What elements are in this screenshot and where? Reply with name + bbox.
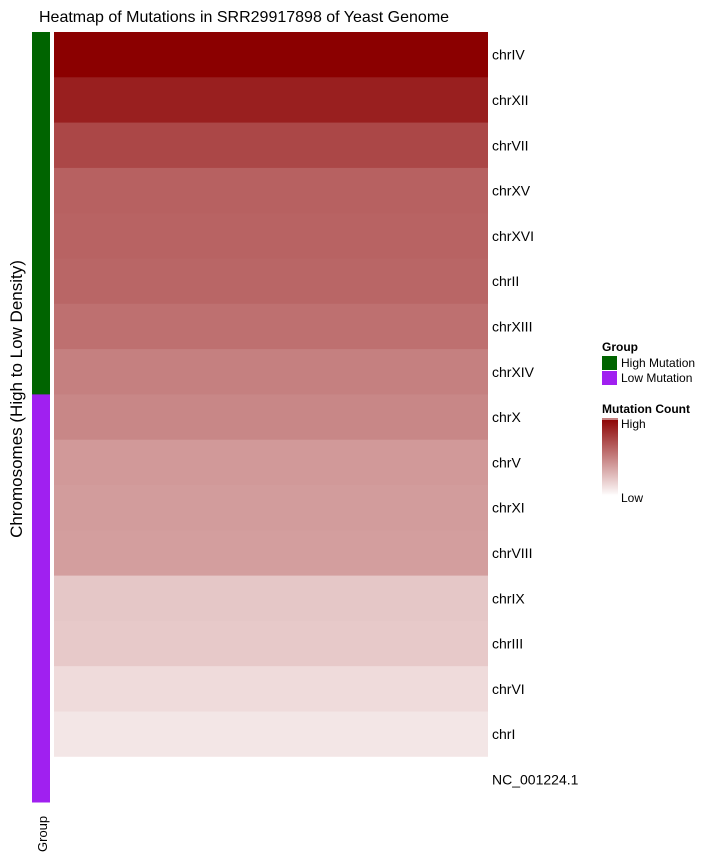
row-label-chrI: chrI <box>492 726 515 742</box>
legend-swatch-low-mutation <box>602 371 617 385</box>
group-annotation-bar <box>32 32 50 803</box>
legend-label-high-mutation: High Mutation <box>621 356 695 370</box>
annotation-cell-chrV <box>32 439 50 486</box>
legend-group-title: Group <box>602 340 638 354</box>
row-label-chrVIII: chrVIII <box>492 545 532 561</box>
heatmap-cell-chrXIII <box>54 303 488 350</box>
row-label-chrX: chrX <box>492 409 521 425</box>
annotation-cell-chrXI <box>32 485 50 531</box>
row-label-chrXII: chrXII <box>492 92 529 108</box>
row-label-chrXVI: chrXVI <box>492 228 534 244</box>
annotation-cell-chrIX <box>32 575 50 622</box>
legend-label-low-mutation: Low Mutation <box>621 371 692 385</box>
heatmap-cell-chrXV <box>54 167 488 214</box>
heatmap-cell-chrVII <box>54 122 488 169</box>
annotation-cell-chrI <box>32 711 50 758</box>
heatmap-cell-chrV <box>54 439 488 486</box>
annotation-cell-chrXIV <box>32 349 50 395</box>
legend-scale-title: Mutation Count <box>602 402 690 416</box>
legend-color-scale <box>602 418 618 496</box>
heatmap-cells <box>54 32 488 803</box>
annotation-cell-chrVI <box>32 666 50 712</box>
row-label-chrIII: chrIII <box>492 636 523 652</box>
legend-scale-low-label: Low <box>621 491 643 505</box>
annotation-cell-chrX <box>32 394 50 441</box>
row-label-chrV: chrV <box>492 454 521 470</box>
heatmap-cell-chrXII <box>54 77 488 123</box>
heatmap-cell-chrVIII <box>54 530 488 576</box>
heatmap-cell-chrIII <box>54 620 488 667</box>
annotation-group-label: Group <box>35 816 50 852</box>
row-label-chrII: chrII <box>492 273 519 289</box>
annotation-cell-chrII <box>32 258 50 305</box>
annotation-cell-chrVII <box>32 122 50 169</box>
row-label-NC_001224.1: NC_001224.1 <box>492 771 579 787</box>
heatmap-cell-chrVI <box>54 666 488 712</box>
heatmap-cell-chrXVI <box>54 213 488 259</box>
row-label-chrXV: chrXV <box>492 183 531 199</box>
annotation-cell-chrXII <box>32 77 50 123</box>
row-label-chrXIV: chrXIV <box>492 364 535 380</box>
row-label-chrVI: chrVI <box>492 681 525 697</box>
row-labels: chrIV chrXII chrVII chrXV chrXVI chrII chrXIII… <box>492 47 579 788</box>
chart-title: Heatmap of Mutations in SRR29917898 of Y… <box>39 9 449 26</box>
annotation-cell-chrXVI <box>32 213 50 259</box>
annotation-cell-NC_001224.1 <box>32 756 50 803</box>
row-label-chrIV: chrIV <box>492 47 525 63</box>
row-label-chrXIII: chrXIII <box>492 318 532 334</box>
heatmap-cell-NC_001224.1 <box>54 756 488 803</box>
heatmap-cell-chrII <box>54 258 488 305</box>
annotation-cell-chrIV <box>32 32 50 78</box>
heatmap-cell-chrX <box>54 394 488 441</box>
annotation-cell-chrVIII <box>32 530 50 576</box>
row-label-chrVII: chrVII <box>492 137 529 153</box>
heatmap-cell-chrIV <box>54 32 488 78</box>
row-label-chrXI: chrXI <box>492 500 525 516</box>
heatmap-cell-chrIX <box>54 575 488 622</box>
heatmap-cell-chrXI <box>54 485 488 531</box>
legend-swatch-high-mutation <box>602 356 617 370</box>
legend-scale-high-label: High <box>621 417 646 431</box>
annotation-cell-chrXIII <box>32 303 50 350</box>
annotation-cell-chrXV <box>32 167 50 214</box>
heatmap-cell-chrI <box>54 711 488 758</box>
heatmap-cell-chrXIV <box>54 349 488 395</box>
annotation-cell-chrIII <box>32 620 50 667</box>
row-label-chrIX: chrIX <box>492 590 525 606</box>
y-axis-label: Chromosomes (High to Low Density) <box>7 260 26 538</box>
